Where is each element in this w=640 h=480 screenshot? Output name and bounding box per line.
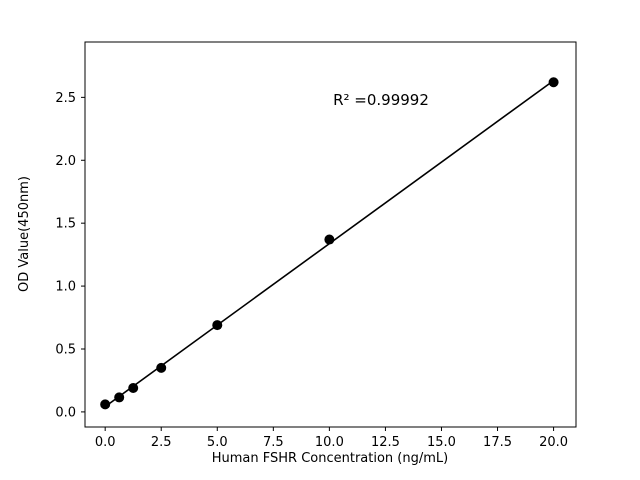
data-point <box>114 392 125 403</box>
y-tick-label: 1.5 <box>55 217 76 232</box>
y-tick-label: 0.0 <box>55 405 76 420</box>
plot-frame <box>84 41 577 428</box>
x-tick-label: 15.0 <box>427 435 456 450</box>
x-tick-label: 7.5 <box>263 435 284 450</box>
y-tick-label: 2.5 <box>55 91 76 106</box>
y-tick-label: 1.0 <box>55 280 76 295</box>
x-tick-label: 0.0 <box>95 435 116 450</box>
data-point <box>128 382 139 393</box>
x-tick-label: 5.0 <box>207 435 228 450</box>
data-point <box>324 234 335 245</box>
x-tick-label: 17.5 <box>483 435 512 450</box>
r-squared-annotation: R² =0.99992 <box>333 91 429 109</box>
x-tick-label: 2.5 <box>151 435 172 450</box>
x-axis-label: Human FSHR Concentration (ng/mL) <box>212 451 448 466</box>
x-tick-label: 12.5 <box>371 435 400 450</box>
data-point <box>156 362 167 373</box>
data-point <box>212 320 223 331</box>
x-tick-label: 10.0 <box>315 435 344 450</box>
y-tick-label: 0.5 <box>55 342 76 357</box>
y-axis-label: OD Value(450nm) <box>17 176 32 292</box>
data-point <box>548 77 559 88</box>
plot-area: 0.0 2.5 5.0 7.5 10.0 12.5 15.0 17.5 20.0 0.0 0.5 1.… <box>55 41 577 450</box>
x-tick-label: 20.0 <box>539 435 568 450</box>
data-point <box>100 399 111 410</box>
y-tick-label: 2.0 <box>55 154 76 169</box>
